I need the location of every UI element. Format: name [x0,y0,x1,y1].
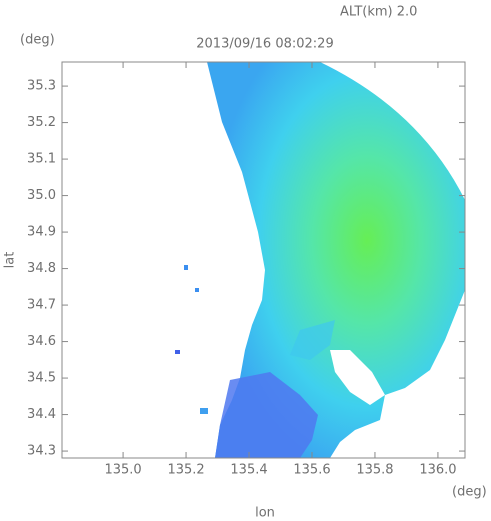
y-tick-label: 34.5 [27,371,56,386]
y-tick-label: 35.1 [27,152,56,167]
y-tick-label: 34.7 [27,298,56,313]
radar-echo [175,62,465,458]
chart-title: 2013/09/16 08:02:29 [196,37,333,52]
x-unit: (deg) [452,485,487,500]
y-tick-label: 34.9 [27,225,56,240]
y-axis-label: lat [3,252,18,269]
y-tick-label: 34.8 [27,261,56,276]
x-tick-label: 135.4 [230,463,267,478]
y-unit: (deg) [20,33,55,48]
y-tick-label: 35.3 [27,79,56,94]
y-tick-label: 34.4 [27,407,56,422]
x-tick-label: 135.2 [167,463,204,478]
y-tick-label: 34.3 [27,444,56,459]
x-axis-label: lon [255,506,275,521]
plot-frame [61,61,466,459]
x-tick-label: 136.0 [419,463,456,478]
y-tick-label: 35.0 [27,188,56,203]
x-tick-label: 135.8 [356,463,393,478]
subtitle: ALT(km) 2.0 [340,5,417,20]
y-tick-label: 34.6 [27,334,56,349]
y-tick-label: 35.2 [27,115,56,130]
x-tick-label: 135.0 [104,463,141,478]
x-tick-label: 135.6 [293,463,330,478]
